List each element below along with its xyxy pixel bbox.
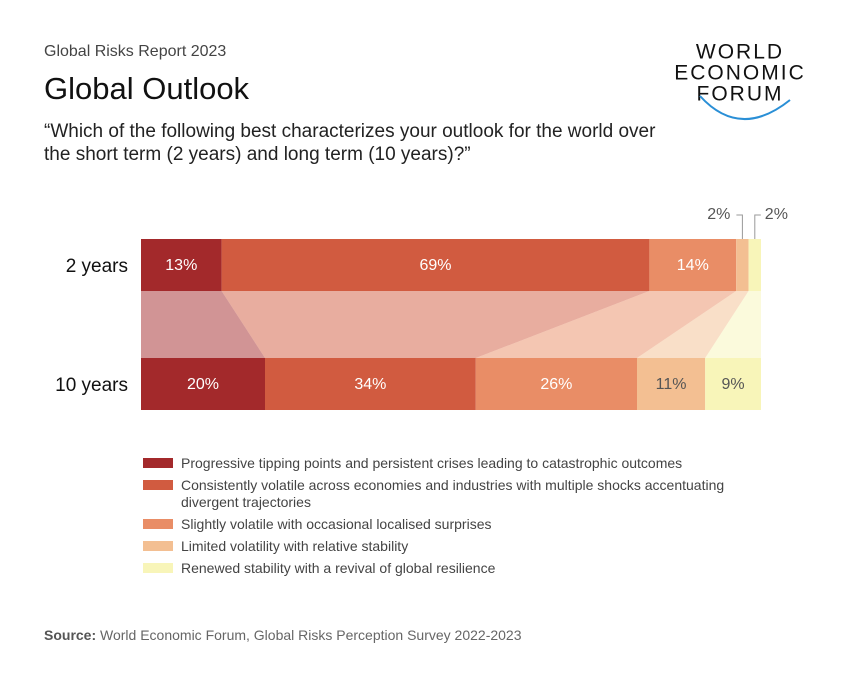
leader-line xyxy=(754,214,761,239)
legend-swatch xyxy=(143,541,173,551)
connector xyxy=(475,291,737,358)
legend-swatch xyxy=(143,480,173,490)
bar-segment xyxy=(637,358,706,410)
value-label: 13% xyxy=(165,257,197,274)
bar-segment xyxy=(649,239,737,291)
legend-item: Limited volatility with relative stabili… xyxy=(143,538,793,555)
legend-item: Progressive tipping points and persisten… xyxy=(143,455,793,472)
legend-swatch xyxy=(143,519,173,529)
value-label: 34% xyxy=(354,376,386,393)
connector xyxy=(705,291,761,358)
value-label: 2% xyxy=(765,206,788,223)
bar-segment xyxy=(265,358,476,410)
logo-line: WORLD xyxy=(696,41,784,64)
source: Source: World Economic Forum, Global Ris… xyxy=(44,627,522,643)
legend-label: Progressive tipping points and persisten… xyxy=(181,455,683,471)
legend-item: Renewed stability with a revival of glob… xyxy=(143,560,793,577)
legend-label: Consistently volatile across economies a… xyxy=(181,477,725,510)
legend-item: Slightly volatile with occasional locali… xyxy=(143,516,793,533)
connector xyxy=(141,291,265,358)
value-label: 2% xyxy=(707,206,730,223)
bar-segment xyxy=(221,239,650,291)
leader-line xyxy=(736,214,743,239)
legend-swatch xyxy=(143,563,173,573)
value-label: 14% xyxy=(677,257,709,274)
logo-line: FORUM xyxy=(697,83,784,106)
source-label: Source: xyxy=(44,627,97,643)
kicker: Global Risks Report 2023 xyxy=(44,43,226,60)
value-label: 11% xyxy=(656,376,687,393)
bar-segment xyxy=(705,358,761,410)
connector xyxy=(221,291,650,358)
bar-segment xyxy=(736,239,749,291)
value-label: 69% xyxy=(419,257,451,274)
bar-segment xyxy=(475,358,637,410)
legend-label: Limited volatility with relative stabili… xyxy=(181,538,409,554)
value-label: 20% xyxy=(187,376,219,393)
connector xyxy=(637,291,749,358)
legend: Progressive tipping points and persisten… xyxy=(143,455,793,582)
legend-label: Slightly volatile with occasional locali… xyxy=(181,516,492,532)
value-label: 26% xyxy=(540,376,572,393)
bar-segment xyxy=(141,358,265,410)
logo-line: ECONOMIC xyxy=(674,62,806,85)
chart-title: Global Outlook xyxy=(44,71,250,106)
category-label: 2 years xyxy=(66,256,128,277)
legend-label: Renewed stability with a revival of glob… xyxy=(181,560,496,576)
value-label: 9% xyxy=(722,376,745,393)
subtitle-box: “Which of the following best characteriz… xyxy=(44,121,656,165)
legend-item: Consistently volatile across economies a… xyxy=(143,477,793,511)
category-label: 10 years xyxy=(55,375,128,396)
source-text: World Economic Forum, Global Risks Perce… xyxy=(100,627,522,643)
subtitle: “Which of the following best characteriz… xyxy=(44,121,656,165)
logo-arc xyxy=(699,95,791,121)
bar-segment xyxy=(748,239,761,291)
legend-swatch xyxy=(143,458,173,468)
bar-segment xyxy=(141,239,222,291)
